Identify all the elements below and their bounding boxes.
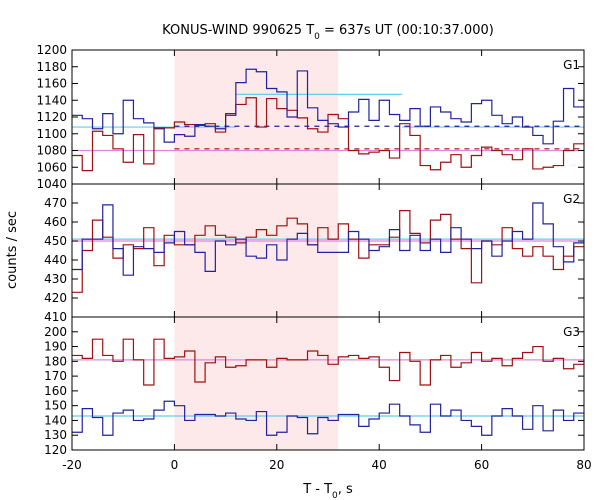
ytick-label-g3-150: 150 <box>44 399 67 413</box>
ytick-label-g2-430: 430 <box>44 272 67 286</box>
series-blue-g2 <box>72 202 584 276</box>
xtick-label-60: 60 <box>474 458 489 472</box>
ytick-label-g1-1200: 1200 <box>36 43 67 57</box>
panel-label-g1: G1 <box>563 58 580 72</box>
series-red-g3 <box>72 338 584 386</box>
panel-g1: 1040 1060 1080 1100 1120 1140 1160 1180 1200 G1 <box>36 43 585 191</box>
panel-frame-g3 <box>71 316 585 451</box>
panel-g2: 410 420 430 440 450 460 470 G2 <box>44 183 585 324</box>
series-blue-g3 <box>72 400 584 436</box>
chart-title: KONUS-WIND 990625 T0 = 637s UT (00:10:37… <box>162 23 494 42</box>
ytick-label-g3-140: 140 <box>44 413 67 427</box>
xtick-label-80: 80 <box>576 458 591 472</box>
panel-label-g2: G2 <box>563 192 580 206</box>
ytick-label-g1-1080: 1080 <box>36 144 67 158</box>
ytick-label-g1-1160: 1160 <box>36 77 67 91</box>
ytick-label-g1-1140: 1140 <box>36 93 67 107</box>
ytick-label-g3-120: 120 <box>44 443 67 457</box>
ytick-label-g3-160: 160 <box>44 384 67 398</box>
ytick-label-g3-180: 180 <box>44 354 67 368</box>
xtick-label-20: 20 <box>269 458 284 472</box>
panel-label-g3: G3 <box>563 325 580 339</box>
ytick-label-g2-440: 440 <box>44 253 67 267</box>
ytick-label-g1-1040: 1040 <box>36 177 67 191</box>
xtick-label-0: 0 <box>171 458 179 472</box>
ytick-label-g1-1120: 1120 <box>36 110 67 124</box>
ytick-label-g2-470: 470 <box>44 196 67 210</box>
ytick-label-g3-130: 130 <box>44 428 67 442</box>
ytick-label-g2-420: 420 <box>44 291 67 305</box>
panels: 104010601080110011201140116011801200G141… <box>36 43 591 472</box>
xtick-label-40: 40 <box>372 458 387 472</box>
ytick-label-g3-170: 170 <box>44 369 67 383</box>
xtick-label--20: -20 <box>62 458 82 472</box>
series-blue-g1 <box>72 68 584 145</box>
ytick-label-g1-1060: 1060 <box>36 160 67 174</box>
ytick-label-g1-1100: 1100 <box>36 127 67 141</box>
ytick-label-g2-450: 450 <box>44 234 67 248</box>
ytick-label-g3-190: 190 <box>44 340 67 354</box>
ytick-label-g1-1180: 1180 <box>36 60 67 74</box>
x-axis-label: T - T0, s <box>302 482 353 500</box>
ytick-label-g2-460: 460 <box>44 215 67 229</box>
series-red-g2 <box>72 210 584 293</box>
ytick-label-g3-200: 200 <box>44 325 67 339</box>
ytick-label-g2-410: 410 <box>44 310 67 324</box>
y-axis-label: counts / sec <box>5 211 20 289</box>
